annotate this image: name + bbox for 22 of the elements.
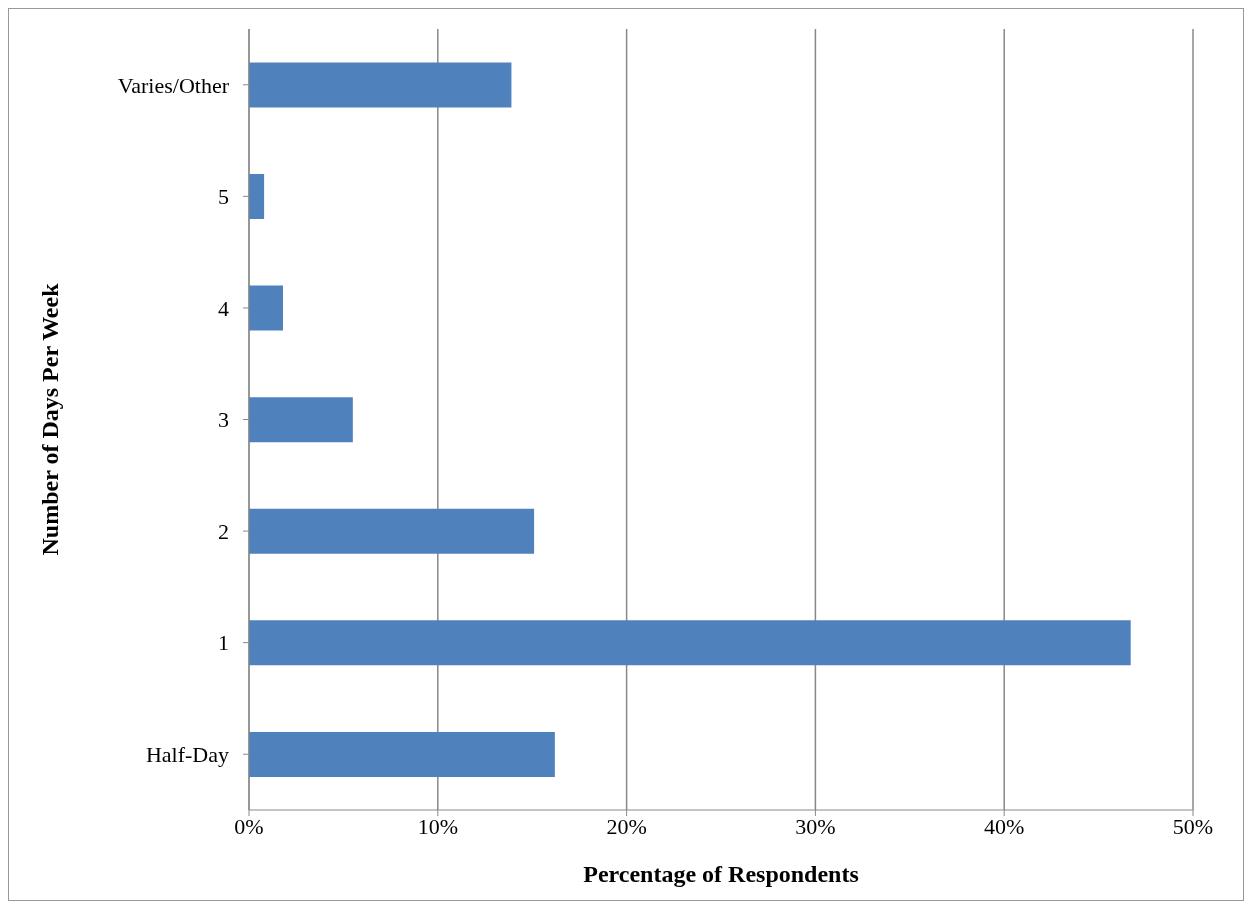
x-tick-label: 20% — [606, 813, 647, 839]
x-tick-label: 10% — [417, 813, 458, 839]
x-axis-title: Percentage of Respondents — [583, 861, 859, 887]
bar — [249, 620, 1131, 666]
x-tick-label: 50% — [1172, 813, 1214, 839]
y-tick-label: Half-Day — [145, 742, 229, 768]
x-tick-label: 0% — [234, 813, 264, 839]
bar — [249, 62, 512, 108]
bar — [249, 508, 535, 554]
y-tick-label: Varies/Other — [117, 72, 230, 98]
bar — [249, 174, 265, 220]
y-tick-label: 4 — [218, 295, 229, 321]
y-tick-label: 1 — [218, 630, 229, 656]
y-axis-title: Number of Days Per Week — [36, 282, 63, 556]
bar — [249, 731, 555, 777]
bar — [249, 397, 353, 443]
y-tick-label: 3 — [218, 407, 229, 433]
y-tick-label: 5 — [218, 184, 229, 210]
bar — [249, 285, 283, 331]
x-tick-label: 40% — [984, 813, 1025, 839]
y-tick-label: 2 — [218, 518, 229, 544]
x-tick-label: 30% — [795, 813, 836, 839]
